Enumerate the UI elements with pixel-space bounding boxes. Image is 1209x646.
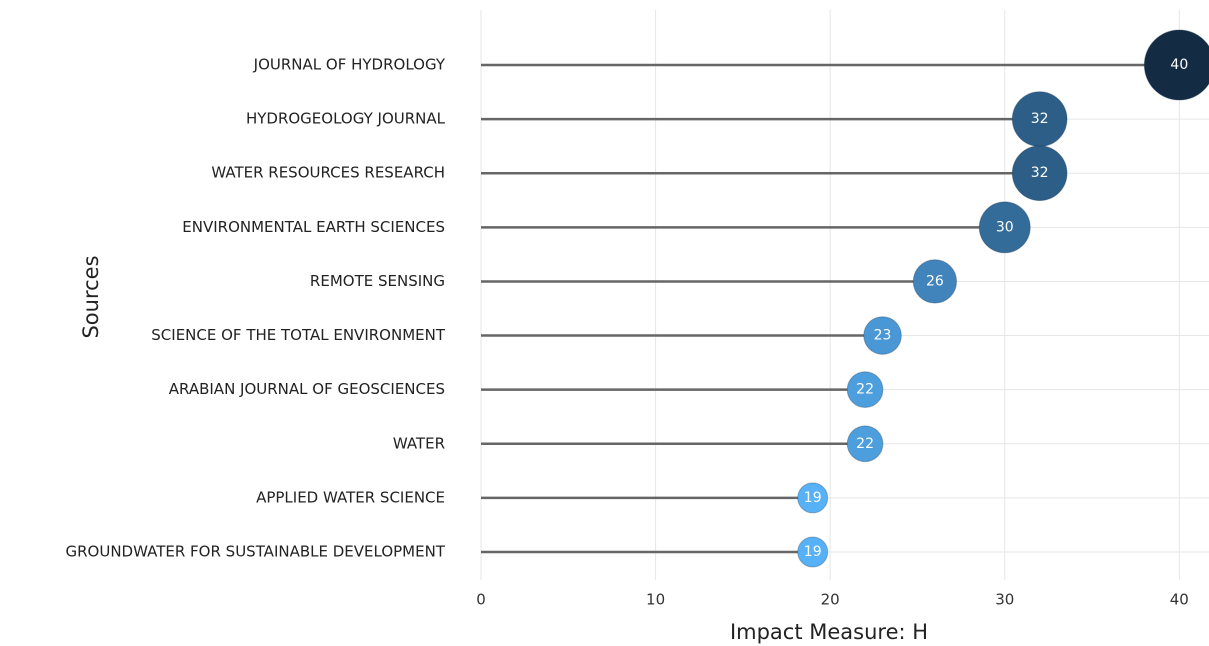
dot [846, 371, 884, 409]
y-tick-label: JOURNAL OF HYDROLOGY [253, 56, 446, 74]
y-tick-label: WATER RESOURCES RESEARCH [211, 164, 445, 182]
x-tick-label: 30 [995, 591, 1014, 609]
x-tick-label: 20 [821, 591, 840, 609]
y-tick-label: ENVIRONMENTAL EARTH SCIENCES [182, 218, 445, 236]
dot [863, 316, 902, 355]
dot [978, 201, 1031, 254]
dot [1011, 145, 1068, 202]
x-tick-label: 10 [646, 591, 665, 609]
data-label: 32 [1031, 111, 1049, 127]
x-tick-label: 0 [476, 591, 486, 609]
y-tick-label: ARABIAN JOURNAL OF GEOSCIENCES [169, 380, 445, 398]
data-label: 40 [1170, 57, 1188, 73]
dot [797, 482, 829, 514]
y-tick-label: HYDROGEOLOGY JOURNAL [246, 110, 446, 128]
y-tick-label: WATER [393, 434, 445, 452]
data-label: 22 [856, 382, 874, 398]
data-label: 23 [874, 328, 892, 344]
dot [846, 425, 884, 463]
dot [912, 259, 958, 304]
y-axis-title: Sources [79, 255, 103, 338]
y-tick-label: GROUNDWATER FOR SUSTAINABLE DEVELOPMENT [66, 543, 446, 561]
y-tick-label: SCIENCE OF THE TOTAL ENVIRONMENT [151, 326, 446, 344]
data-label: 22 [856, 436, 874, 452]
data-label: 19 [804, 544, 822, 560]
dot [797, 536, 829, 568]
x-tick-label: 40 [1170, 591, 1189, 609]
x-axis-title: Impact Measure: H [730, 620, 928, 644]
data-label: 26 [926, 273, 944, 289]
data-label: 19 [804, 490, 822, 506]
y-tick-label: APPLIED WATER SCIENCE [256, 488, 445, 506]
data-label: 32 [1031, 165, 1049, 181]
dot [1143, 29, 1209, 101]
y-tick-label: REMOTE SENSING [310, 272, 445, 290]
data-label: 30 [996, 219, 1014, 235]
